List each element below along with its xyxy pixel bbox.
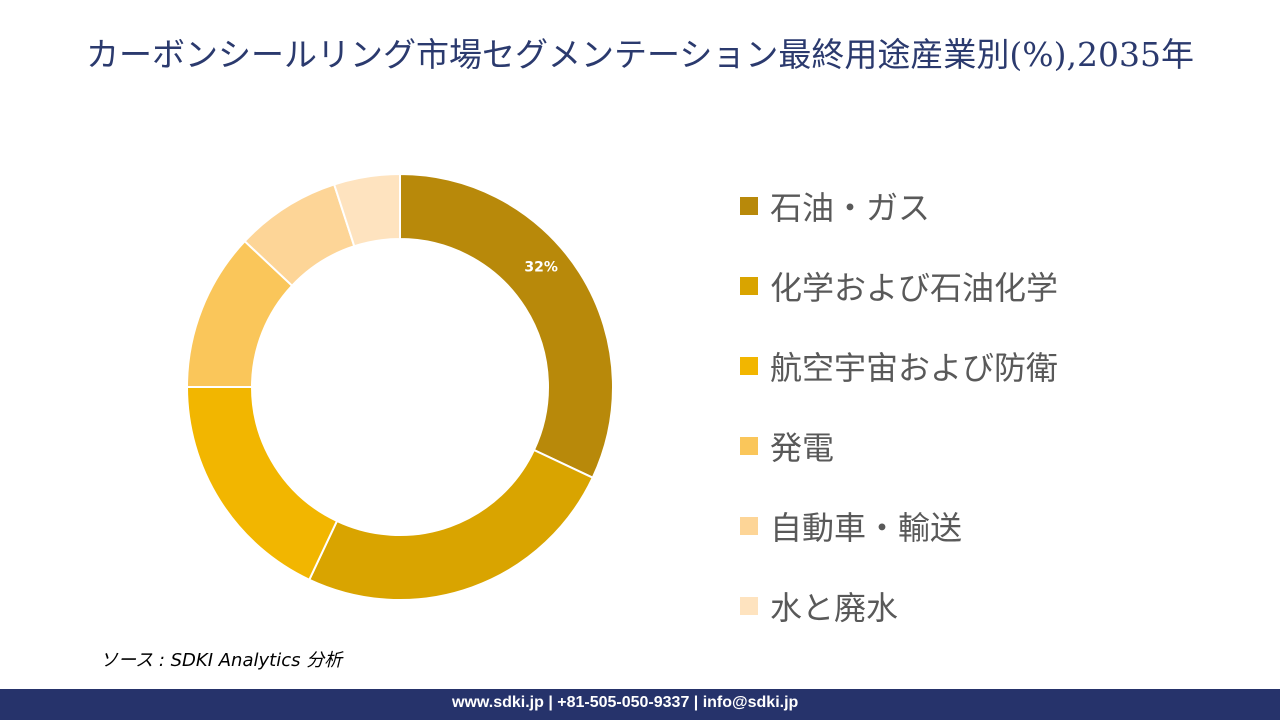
legend-swatch [740, 437, 758, 455]
legend: 石油・ガス 化学および石油化学 航空宇宙および防衛 発電 自動車・輸送 水と廃水 [740, 166, 1058, 646]
legend-label: 石油・ガス [770, 189, 931, 227]
legend-item: 自動車・輸送 [740, 486, 1058, 566]
source-note: ソース : SDKI Analytics 分析 [100, 650, 343, 671]
legend-item: 航空宇宙および防衛 [740, 326, 1058, 406]
legend-label: 航空宇宙および防衛 [770, 349, 1059, 387]
legend-label: 水と廃水 [770, 589, 899, 627]
donut-slice [332, 172, 401, 248]
legend-item: 石油・ガス [740, 166, 1058, 246]
donut-slice [307, 448, 595, 601]
legend-label: 自動車・輸送 [770, 509, 963, 547]
donut-slice [185, 386, 339, 582]
legend-swatch [740, 277, 758, 295]
legend-label: 発電 [770, 429, 835, 467]
donut-slice [399, 172, 614, 480]
chart-title: カーボンシールリング市場セグメンテーション最終用途産業別(%),2035年 [86, 35, 1194, 74]
legend-swatch [740, 517, 758, 535]
footer-contact: www.sdki.jp | +81-505-050-9337 | info@sd… [452, 694, 799, 711]
legend-item: 水と廃水 [740, 566, 1058, 646]
legend-swatch [740, 597, 758, 615]
legend-swatch [740, 357, 758, 375]
legend-item: 発電 [740, 406, 1058, 486]
footer-bar: www.sdki.jp | +81-505-050-9337 | info@sd… [0, 689, 1280, 720]
legend-item: 化学および石油化学 [740, 246, 1058, 326]
legend-label: 化学および石油化学 [770, 269, 1059, 307]
data-label: 32% [524, 260, 558, 276]
legend-swatch [740, 197, 758, 215]
